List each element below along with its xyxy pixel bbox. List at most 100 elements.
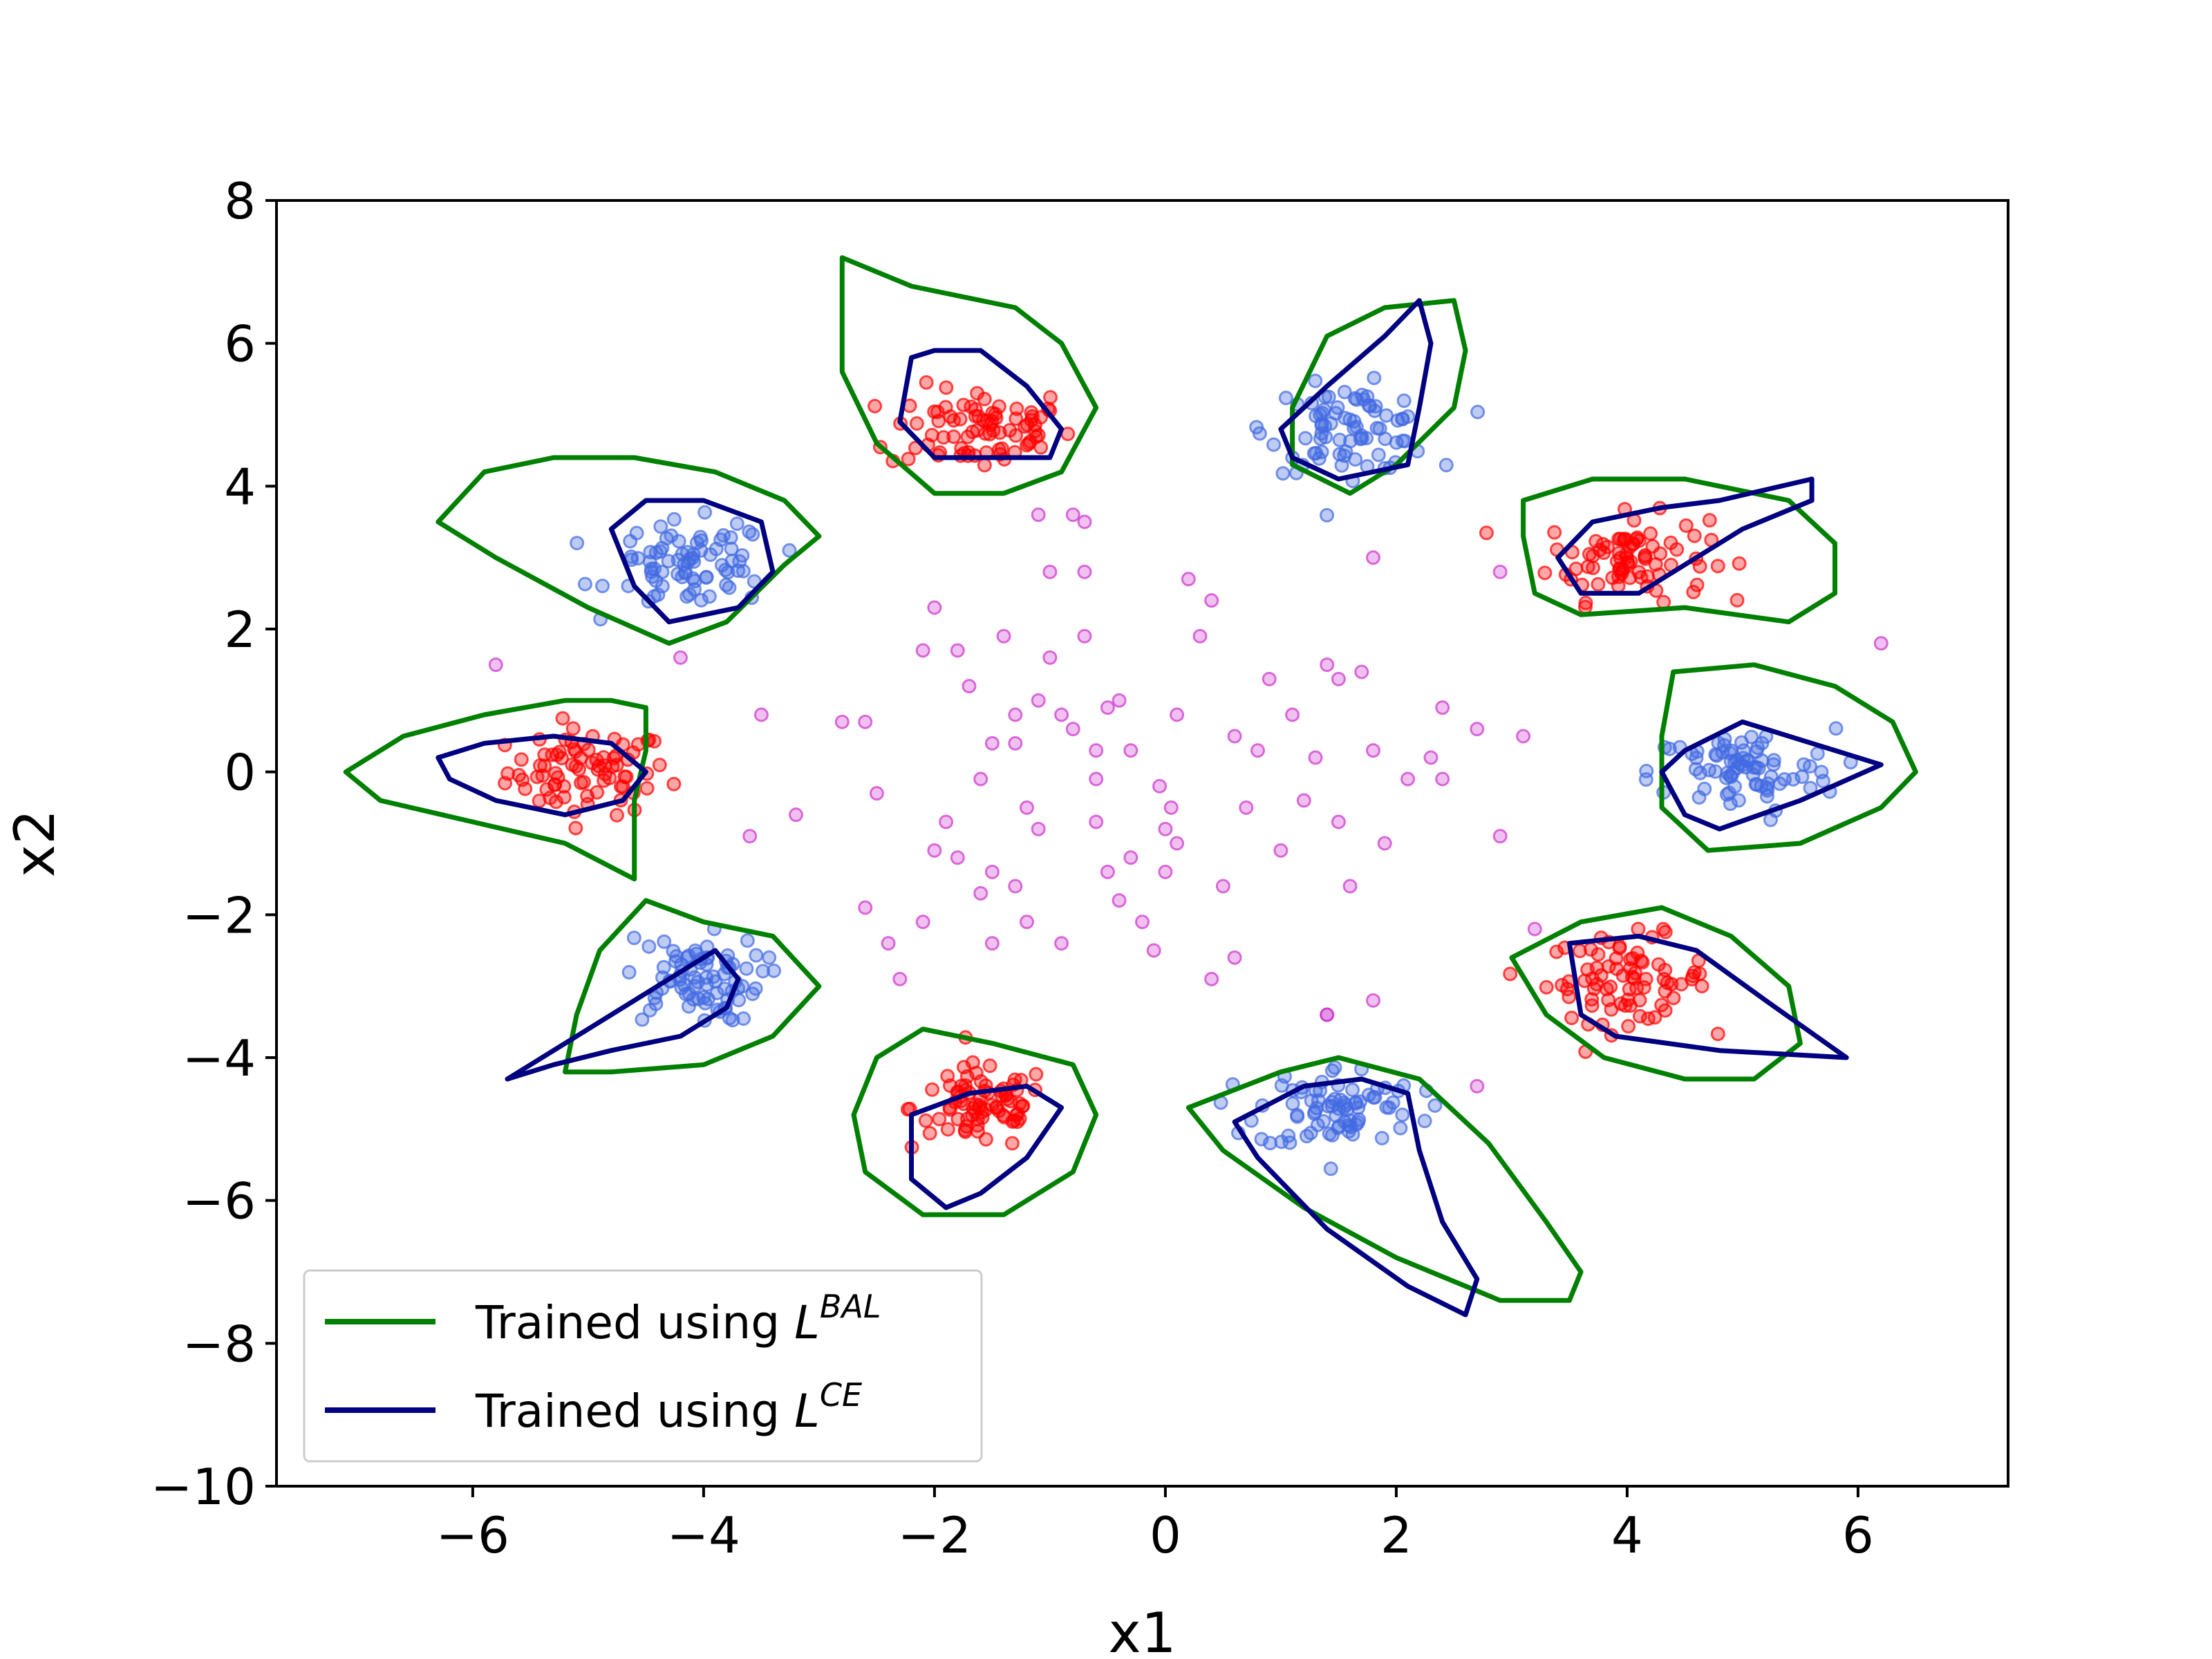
noise-point — [1042, 650, 1058, 665]
data-point-blue — [693, 592, 709, 608]
data-point-blue — [767, 963, 782, 978]
noise-point — [1192, 628, 1208, 644]
data-point-red — [971, 409, 986, 424]
x-tick-label: −6 — [436, 1506, 509, 1564]
data-point-blue — [595, 579, 610, 594]
data-point-blue — [716, 528, 731, 543]
data-point-red — [1631, 565, 1647, 580]
data-point-blue — [1320, 507, 1335, 523]
data-point-blue — [1688, 762, 1703, 777]
data-point-blue — [657, 934, 672, 949]
boundary-contour — [1509, 905, 1803, 1082]
data-point-red — [918, 1113, 933, 1128]
data-point-blue — [1745, 767, 1761, 782]
data-point-blue — [689, 535, 704, 550]
data-point-red — [1663, 535, 1678, 550]
data-point-blue — [697, 505, 713, 520]
boundary-contour — [897, 348, 1065, 460]
noise-point — [1042, 564, 1058, 579]
noise-point — [1031, 693, 1046, 708]
noise-point — [1873, 636, 1888, 651]
data-point-red — [1603, 980, 1618, 995]
data-point-red — [988, 406, 1003, 422]
data-point-red — [982, 1058, 997, 1074]
data-point-blue — [577, 577, 592, 592]
data-point-red — [550, 747, 565, 762]
noise-point — [858, 714, 873, 729]
data-point-red — [978, 1132, 993, 1147]
data-point-red — [965, 424, 980, 440]
data-point-red — [619, 769, 634, 785]
data-point-blue — [674, 980, 689, 995]
data-point-blue — [1278, 391, 1293, 406]
data-point-red — [1611, 532, 1627, 547]
data-point-red — [919, 375, 934, 390]
x-tick-label: 2 — [1380, 1506, 1412, 1564]
data-point-blue — [666, 512, 682, 527]
data-point-blue — [621, 965, 637, 980]
noise-point — [1527, 921, 1542, 937]
noise-point — [1089, 771, 1104, 787]
data-point-blue — [1309, 446, 1324, 461]
legend-entry-ce-l: L — [794, 1385, 820, 1438]
data-point-red — [946, 429, 962, 444]
data-point-blue — [1249, 420, 1264, 435]
data-point-red — [666, 776, 682, 791]
noise-point — [984, 936, 1000, 951]
data-point-blue — [1367, 403, 1382, 418]
noise-point — [869, 786, 884, 801]
noise-point — [1435, 771, 1450, 787]
data-point-red — [1638, 971, 1653, 986]
data-point-red — [1638, 547, 1653, 563]
legend-entry-ce-main: Trained using — [475, 1385, 794, 1438]
x-axis: −6 −4 −2 0 2 4 6 — [436, 1486, 1874, 1564]
data-point-red — [1588, 534, 1604, 549]
data-point-blue — [1316, 402, 1331, 418]
noise-point — [1031, 507, 1046, 523]
noise-point — [973, 885, 988, 901]
data-point-red — [535, 768, 550, 783]
data-point-red — [1692, 966, 1707, 982]
boundary-contour — [851, 1027, 1099, 1217]
data-point-blue — [1723, 796, 1738, 812]
data-point-red — [940, 1122, 955, 1137]
data-point-red — [1568, 561, 1584, 577]
data-point-blue — [686, 547, 701, 562]
data-point-red — [1692, 559, 1707, 574]
data-point-red — [1658, 924, 1673, 939]
noise-point — [1308, 750, 1323, 765]
noise-point — [1112, 693, 1127, 708]
data-point-blue — [1282, 1135, 1297, 1150]
data-point-blue — [736, 1011, 751, 1027]
noise-point — [1400, 771, 1416, 787]
data-point-blue — [1689, 750, 1704, 765]
boundary-contour — [1278, 298, 1434, 482]
noise-point — [1204, 971, 1219, 986]
noise-point — [1077, 514, 1092, 529]
data-point-blue — [708, 974, 723, 989]
x-axis-label: x1 — [1108, 1601, 1176, 1659]
data-point-blue — [782, 543, 797, 558]
data-point-blue — [1329, 1108, 1344, 1123]
noise-point — [1170, 707, 1185, 722]
data-point-red — [1027, 418, 1042, 433]
data-point-blue — [1721, 785, 1736, 800]
data-point-blue — [650, 587, 666, 602]
data-point-red — [1479, 525, 1494, 541]
noise-point — [1516, 729, 1531, 744]
data-point-blue — [724, 541, 739, 556]
noise-point — [1239, 800, 1254, 815]
data-point-blue — [1754, 778, 1769, 794]
boundary-contour — [1290, 298, 1468, 496]
noise-point — [1100, 864, 1115, 879]
noise-point — [1031, 821, 1046, 836]
data-point-blue — [1395, 1107, 1410, 1123]
y-tick-label: 8 — [224, 172, 256, 230]
legend-entry-bal-sup: BAL — [820, 1288, 881, 1325]
noise-point — [1158, 821, 1173, 836]
legend-box — [303, 1269, 983, 1463]
data-point-blue — [745, 527, 760, 542]
data-point-red — [548, 766, 563, 781]
data-point-red — [1694, 979, 1709, 994]
data-point-blue — [714, 558, 729, 573]
